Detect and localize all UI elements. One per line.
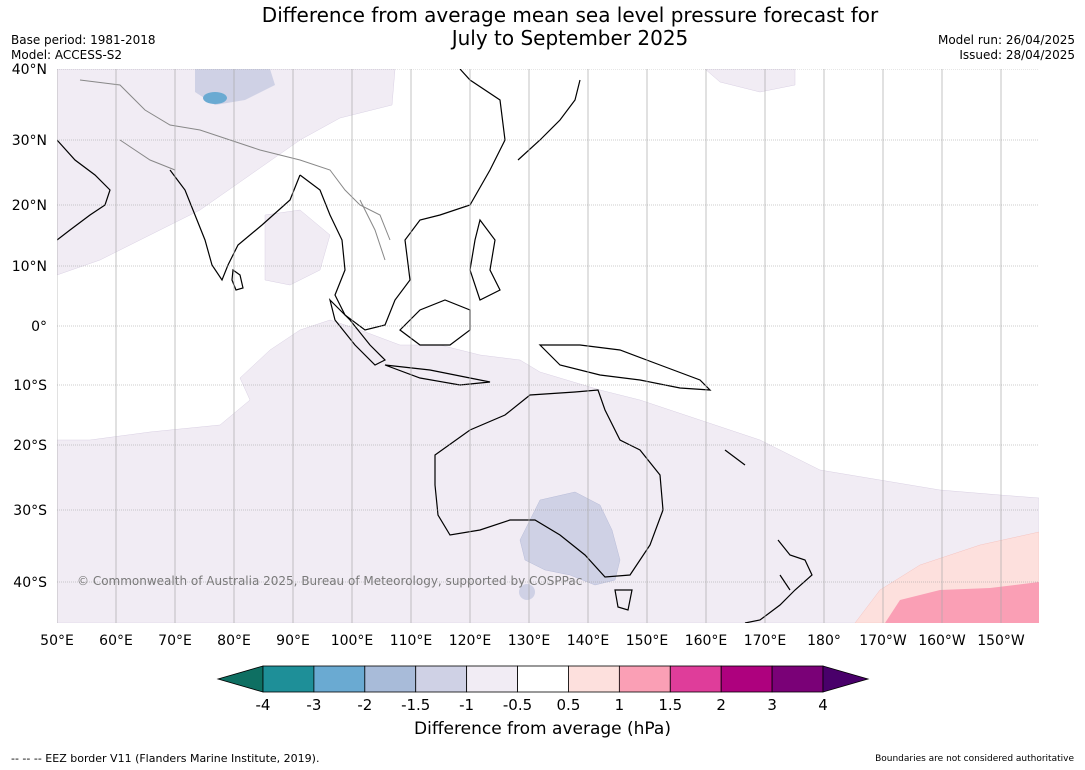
boundaries-disclaimer: Boundaries are not considered authoritat… [875,754,1074,764]
coast-africa-arabia [57,139,111,241]
map-area [57,69,1039,623]
colorbar-tick-label: -1 [459,696,474,714]
colorbar-tick-label: -1.5 [401,696,430,714]
lon-label: 130°E [508,633,551,649]
gridlines [57,69,1039,583]
colorbar-tick-label: 2 [716,696,726,714]
colorbar-swatch [771,665,824,693]
coast-srilanka [231,268,244,291]
colorbar-extend-low [216,665,264,693]
anomaly-shade-negative-light [57,69,396,276]
coast-new-caledonia [724,449,746,466]
lon-label: 150°W [977,633,1025,649]
meridians [57,69,1002,623]
colorbar-tick-label: 1 [615,696,625,714]
colorbar-tick-label: 3 [767,696,777,714]
lon-label: 180° [807,633,841,649]
copyright-notice: © Commonwealth of Australia 2025, Bureau… [77,574,583,588]
lat-label: 30°N [12,133,47,149]
lon-label: 80°E [217,633,251,649]
lon-label: 170°E [744,633,787,649]
lon-label: 90°E [276,633,310,649]
colorbar-tick-label: -0.5 [503,696,532,714]
longitude-labels: 50°E 60°E 70°E 80°E 90°E 100°E 110°E 120… [40,633,1025,649]
title-line-1: Difference from average mean sea level p… [261,3,879,27]
base-info: Base period: 1981-2018 Model: ACCESS-S2 [11,33,156,63]
lon-label: 160°E [685,633,728,649]
anomaly-shade-north-pacific [704,69,796,93]
colorbar-swatch [364,665,417,693]
anomaly-shade-negative-band [57,319,1039,623]
lon-label: 60°E [99,633,133,649]
title-line-2: July to September 2025 [451,26,689,50]
colorbar-tick-label: 4 [818,696,828,714]
coast-tasmania [614,589,633,611]
coast-new-zealand [744,539,813,623]
base-period: Base period: 1981-2018 [11,33,156,47]
colorbar-swatch [262,665,315,693]
lon-label: 110°E [390,633,433,649]
lon-label: 170°W [859,633,907,649]
colorbar-extend-high [822,665,870,693]
lat-label: 10°S [13,378,47,394]
lon-label: 120°E [449,633,492,649]
coast-java [384,364,491,386]
colorbar: -4 -3 -2 -1.5 -1 -0.5 0.5 1 1.5 2 3 4 [216,665,870,714]
model-run: Model run: 26/04/2025 [937,33,1075,47]
coast-sumatra [328,298,387,366]
anomaly-shade-small-low [519,584,535,600]
chart-title: Difference from average mean sea level p… [200,4,940,50]
lon-label: 50°E [40,633,74,649]
lon-label: 160°W [918,633,966,649]
colorbar-swatch [720,665,773,693]
colorbar-swatch [313,665,366,693]
lat-label: 20°N [12,198,47,214]
colorbar-swatch [568,665,620,693]
colorbar-tick-label: 1.5 [658,696,682,714]
latitude-labels: 40°N 30°N 20°N 10°N 0° 10°S 20°S 30°S 40… [12,62,47,591]
colorbar-swatch [669,665,722,693]
model-name: Model: ACCESS-S2 [11,48,123,62]
run-info: Model run: 26/04/2025 Issued: 28/04/2025 [938,33,1075,63]
coast-new-guinea [538,344,712,391]
eez-border-note: -- -- -- EEZ border V11 (Flanders Marine… [11,752,320,765]
coast-india [169,169,301,282]
lat-label: 40°N [12,62,47,78]
colorbar-tick-label: 0.5 [557,696,581,714]
lat-label: 20°S [13,438,47,454]
lat-label: 0° [31,319,47,335]
colorbar-swatch [618,665,671,693]
coast-japan [517,79,581,161]
lon-label: 150°E [626,633,669,649]
anomaly-shade-positive-mid [885,582,1039,623]
lat-label: 30°S [13,503,47,519]
lon-label: 140°E [567,633,610,649]
coast-philippines [469,218,501,301]
colorbar-tick-label: -3 [306,696,321,714]
colorbar-swatch [517,665,569,693]
colorbar-tick-label: -4 [256,696,271,714]
lat-label: 10°N [12,259,47,275]
anomaly-shade-himalaya-core [203,92,227,104]
lat-label: 40°S [13,575,47,591]
coast-southeast-asia [299,69,506,331]
issued-date: Issued: 28/04/2025 [959,48,1075,62]
colorbar-tick-label: -2 [357,696,372,714]
colorbar-label: Difference from average (hPa) [414,719,671,739]
anomaly-shade-australia-low [519,491,621,586]
colorbar-swatch [466,665,518,693]
lon-label: 100°E [331,633,374,649]
colorbar-swatch [415,665,468,693]
lon-label: 70°E [158,633,192,649]
